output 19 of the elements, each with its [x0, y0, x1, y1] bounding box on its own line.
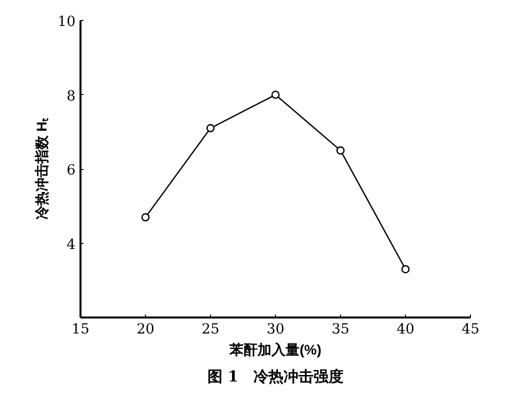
point — [206, 124, 215, 132]
point — [401, 265, 410, 274]
x-tick-label: 40 — [396, 322, 414, 338]
y-tick-label: 8 — [66, 88, 76, 104]
caption: 图 1 冷热冲击强度 — [208, 368, 344, 386]
x-tick-label: 35 — [332, 322, 350, 338]
y-tick-label: 10 — [58, 14, 76, 30]
x-tick-label: 30 — [266, 322, 284, 338]
y-axis-title: 冷热冲击指数 Hₜ — [34, 118, 50, 220]
point — [336, 146, 345, 155]
y-tick-label: 6 — [66, 162, 76, 178]
point — [141, 213, 150, 222]
x-axis-title: 苯酐加入量(%) — [228, 342, 322, 358]
x-tick-label: 15 — [72, 322, 90, 338]
x-tick-label: 20 — [136, 322, 154, 338]
x-tick-label: 25 — [202, 322, 220, 338]
point — [271, 90, 280, 99]
x-tick-label: 45 — [462, 322, 480, 338]
y-tick-label: 4 — [66, 236, 76, 253]
